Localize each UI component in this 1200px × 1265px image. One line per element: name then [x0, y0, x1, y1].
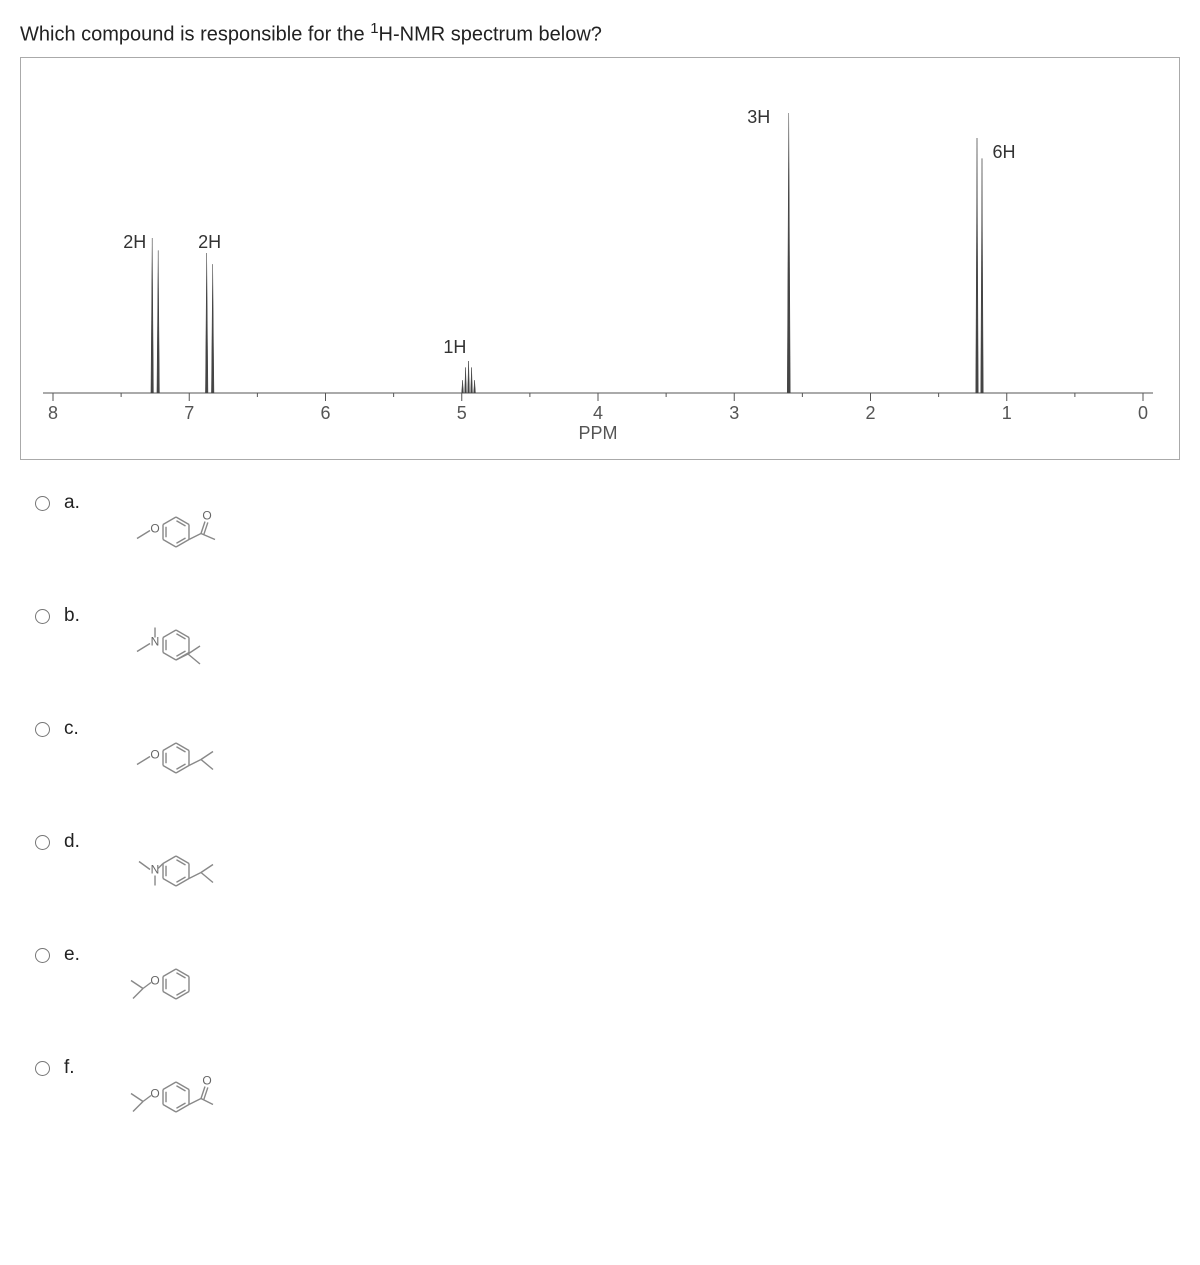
- svg-text:0: 0: [1138, 403, 1148, 423]
- option-f-structure: OO: [108, 1055, 248, 1140]
- option-b-label: b.: [64, 603, 88, 627]
- svg-text:O: O: [202, 508, 211, 522]
- svg-text:3: 3: [729, 403, 739, 423]
- svg-text:2H: 2H: [123, 232, 146, 252]
- option-d-label: d.: [64, 829, 88, 853]
- svg-text:O: O: [202, 1073, 211, 1087]
- question-suffix: H-NMR spectrum below?: [379, 24, 602, 46]
- option-a-structure: OO: [108, 490, 248, 575]
- option-b-structure: N: [108, 603, 248, 688]
- svg-text:5: 5: [457, 403, 467, 423]
- svg-text:6H: 6H: [993, 142, 1016, 162]
- svg-text:N: N: [151, 862, 160, 876]
- option-c-label: c.: [64, 716, 88, 740]
- option-a-label: a.: [64, 490, 88, 514]
- option-b[interactable]: b. N: [30, 603, 1180, 688]
- nmr-spectrum-svg: 8 7 6 5 4 3 2 1 0 PPM 2H 2H 1H 3H 6H: [33, 68, 1163, 448]
- option-d[interactable]: d. N: [30, 829, 1180, 914]
- option-e-label: e.: [64, 942, 88, 966]
- options-list: a.OOb.Nc.Od.Ne.Of.OO: [30, 490, 1180, 1140]
- option-a-radio[interactable]: [35, 496, 50, 511]
- svg-text:8: 8: [48, 403, 58, 423]
- svg-text:4: 4: [593, 403, 603, 423]
- svg-text:2: 2: [865, 403, 875, 423]
- svg-text:6: 6: [320, 403, 330, 423]
- option-a[interactable]: a.OO: [30, 490, 1180, 575]
- question-sup: 1: [370, 20, 378, 37]
- svg-text:O: O: [150, 973, 159, 987]
- svg-text:2H: 2H: [198, 232, 221, 252]
- option-d-structure: N: [108, 829, 248, 914]
- svg-text:PPM: PPM: [578, 423, 617, 443]
- option-c-radio[interactable]: [35, 722, 50, 737]
- option-e-structure: O: [108, 942, 248, 1027]
- svg-text:O: O: [150, 747, 159, 761]
- option-f[interactable]: f.OO: [30, 1055, 1180, 1140]
- nmr-spectrum: 8 7 6 5 4 3 2 1 0 PPM 2H 2H 1H 3H 6H: [20, 57, 1180, 460]
- option-e[interactable]: e. O: [30, 942, 1180, 1027]
- option-c[interactable]: c. O: [30, 716, 1180, 801]
- svg-text:O: O: [150, 1086, 159, 1100]
- svg-text:O: O: [150, 521, 159, 535]
- svg-text:1H: 1H: [443, 337, 466, 357]
- option-f-label: f.: [64, 1055, 88, 1079]
- option-e-radio[interactable]: [35, 948, 50, 963]
- option-d-radio[interactable]: [35, 835, 50, 850]
- option-c-structure: O: [108, 716, 248, 801]
- question-text: Which compound is responsible for the 1H…: [20, 20, 1180, 47]
- svg-text:3H: 3H: [747, 107, 770, 127]
- svg-text:1: 1: [1002, 403, 1012, 423]
- option-f-radio[interactable]: [35, 1061, 50, 1076]
- question-prefix: Which compound is responsible for the: [20, 24, 370, 46]
- option-b-radio[interactable]: [35, 609, 50, 624]
- svg-text:7: 7: [184, 403, 194, 423]
